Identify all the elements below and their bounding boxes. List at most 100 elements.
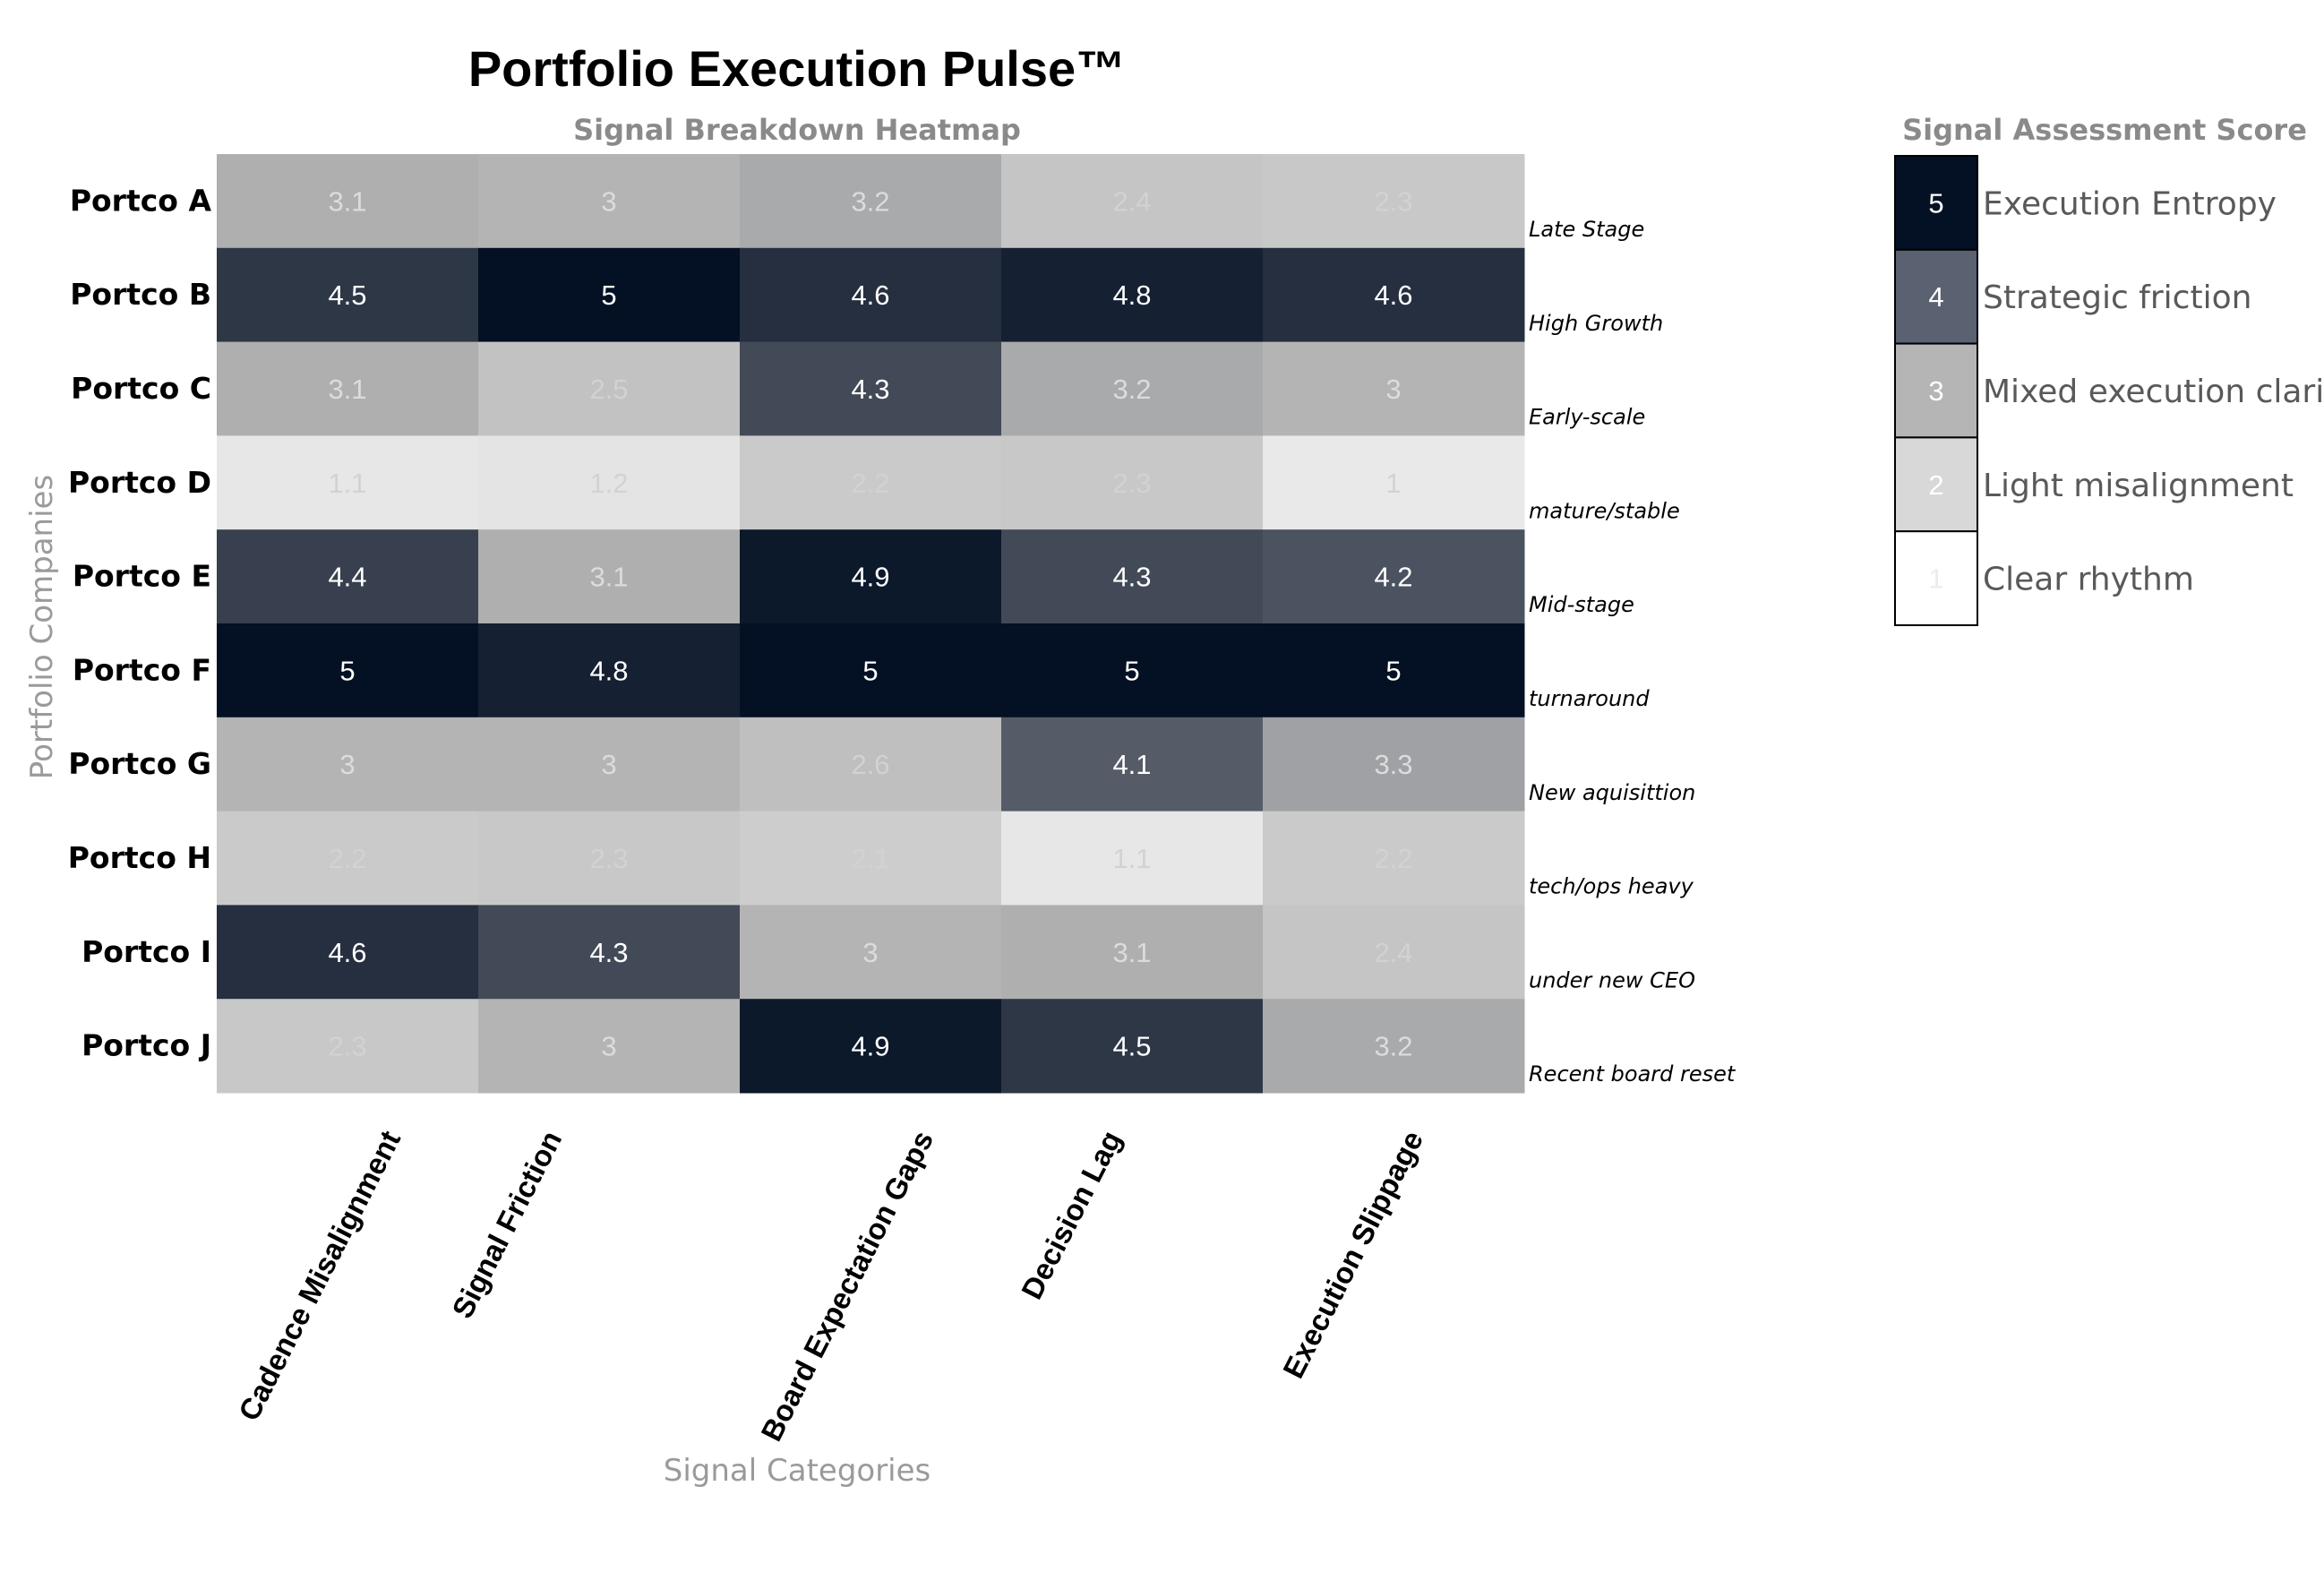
heatmap-cell bbox=[740, 811, 1002, 906]
legend-value: 3 bbox=[1928, 375, 1943, 407]
heatmap-cell bbox=[478, 999, 741, 1094]
heatmap-cell bbox=[1263, 999, 1525, 1094]
heatmap-cell bbox=[740, 341, 1002, 436]
heatmap-cell bbox=[1001, 247, 1264, 343]
cell-value-label: 3.3 bbox=[1374, 749, 1412, 780]
cell-value-label: 4.8 bbox=[589, 655, 628, 686]
cell-value-label: 4.5 bbox=[328, 279, 366, 311]
cell-value-label: 3.1 bbox=[328, 185, 366, 217]
cell-value-label: 2.3 bbox=[589, 843, 628, 874]
row-label: Portco E bbox=[73, 559, 211, 594]
cell-value-label: 1 bbox=[1385, 468, 1401, 499]
row-label: Portco B bbox=[70, 277, 211, 312]
column-label: Cadence Misalignment bbox=[232, 1125, 407, 1425]
column-label: Signal Friction bbox=[445, 1125, 568, 1323]
cell-value-label: 2.3 bbox=[1112, 468, 1151, 499]
row-annotation: Early-scale bbox=[1529, 405, 1645, 430]
row-label: Portco F bbox=[73, 652, 211, 687]
heatmap-cell bbox=[217, 999, 479, 1094]
cell-value-label: 4.8 bbox=[1112, 279, 1151, 311]
legend-label: Clear rhythm bbox=[1983, 562, 2194, 598]
heatmap-cell bbox=[1001, 905, 1264, 1000]
cell-value-label: 3.2 bbox=[1374, 1031, 1412, 1062]
row-annotation: tech/ops heavy bbox=[1529, 874, 1694, 899]
cell-value-label: 5 bbox=[862, 655, 878, 686]
cell-value-label: 4.1 bbox=[1112, 749, 1151, 780]
heatmap-cell bbox=[217, 717, 479, 812]
heatmap-cell bbox=[1001, 717, 1264, 812]
cell-value-label: 4.9 bbox=[851, 1031, 889, 1062]
cell-value-label: 2.2 bbox=[1374, 843, 1412, 874]
heatmap-cell bbox=[478, 905, 741, 1000]
cell-value-label: 2.3 bbox=[328, 1031, 366, 1062]
legend-swatch bbox=[1894, 530, 1978, 627]
cell-value-label: 5 bbox=[1385, 655, 1401, 686]
heatmap-cell bbox=[478, 247, 741, 343]
row-annotation: Recent board reset bbox=[1529, 1061, 1737, 1087]
cell-value-label: 2.2 bbox=[328, 843, 366, 874]
cell-value-label: 1.2 bbox=[589, 468, 628, 499]
column-label: Board Expectation Gaps bbox=[754, 1125, 939, 1446]
heatmap-cell bbox=[1263, 529, 1525, 624]
heatmap-cell bbox=[740, 623, 1002, 718]
heatmap-cell bbox=[478, 154, 741, 249]
chart-subtitle: Signal Breakdown Heatmap bbox=[573, 113, 1021, 147]
cell-value-label: 3.1 bbox=[328, 374, 366, 405]
heatmap-cell bbox=[217, 905, 479, 1000]
cell-value-label: 3 bbox=[601, 749, 616, 780]
heatmap-cell bbox=[478, 529, 741, 624]
cell-value-label: 3.1 bbox=[1112, 937, 1151, 968]
cell-value-label: 4.9 bbox=[851, 562, 889, 593]
heatmap-cell bbox=[740, 999, 1002, 1094]
cell-value-label: 3 bbox=[601, 1031, 616, 1062]
legend-swatch bbox=[1894, 342, 1978, 439]
heatmap-cell bbox=[217, 247, 479, 343]
heatmap-cell bbox=[740, 529, 1002, 624]
cell-value-label: 3 bbox=[1385, 374, 1401, 405]
row-annotation: New aquisittion bbox=[1529, 780, 1695, 805]
cell-value-label: 2.1 bbox=[851, 843, 889, 874]
column-label: Decision Lag bbox=[1015, 1125, 1128, 1304]
heatmap-cell bbox=[478, 717, 741, 812]
heatmap-cell bbox=[1263, 341, 1525, 436]
heatmap-cell bbox=[740, 435, 1002, 530]
legend-label: Strategic friction bbox=[1983, 279, 2251, 316]
heatmap-cell bbox=[478, 811, 741, 906]
legend-value: 2 bbox=[1928, 469, 1943, 501]
legend-label: Mixed execution clarity bbox=[1983, 374, 2324, 410]
cell-value-label: 3 bbox=[601, 185, 616, 217]
heatmap-cell bbox=[217, 811, 479, 906]
row-annotation: mature/stable bbox=[1529, 498, 1680, 523]
legend-value: 5 bbox=[1928, 187, 1943, 219]
cell-value-label: 3.2 bbox=[1112, 374, 1151, 405]
heatmap-cell bbox=[1263, 717, 1525, 812]
cell-value-label: 2.3 bbox=[1374, 185, 1412, 217]
cell-value-label: 4.3 bbox=[851, 374, 889, 405]
cell-value-label: 4.6 bbox=[328, 937, 366, 968]
heatmap-cell bbox=[217, 341, 479, 436]
heatmap-cell bbox=[1001, 529, 1264, 624]
cell-value-label: 2.4 bbox=[1374, 937, 1412, 968]
cell-value-label: 2.2 bbox=[851, 468, 889, 499]
heatmap-cell bbox=[217, 529, 479, 624]
row-annotation: Mid-stage bbox=[1529, 592, 1634, 617]
heatmap-cell bbox=[478, 435, 741, 530]
cell-value-label: 2.4 bbox=[1112, 185, 1151, 217]
legend-swatch bbox=[1894, 436, 1978, 533]
row-label: Portco H bbox=[68, 840, 211, 875]
row-annotation: High Growth bbox=[1529, 311, 1663, 336]
chart-title: Portfolio Execution Pulse™ bbox=[467, 40, 1127, 97]
column-label: Execution Slippage bbox=[1276, 1125, 1429, 1383]
heatmap-cell bbox=[217, 154, 479, 249]
legend-title: Signal Assessment Score bbox=[1902, 113, 2307, 147]
cell-value-label: 3 bbox=[339, 749, 355, 780]
heatmap-cell bbox=[740, 717, 1002, 812]
heatmap-cell bbox=[740, 154, 1002, 249]
legend-value: 4 bbox=[1928, 281, 1943, 313]
row-label: Portco D bbox=[68, 465, 211, 500]
legend-label: Light misalignment bbox=[1983, 468, 2294, 504]
heatmap-cell bbox=[1001, 811, 1264, 906]
row-label: Portco A bbox=[70, 183, 212, 218]
